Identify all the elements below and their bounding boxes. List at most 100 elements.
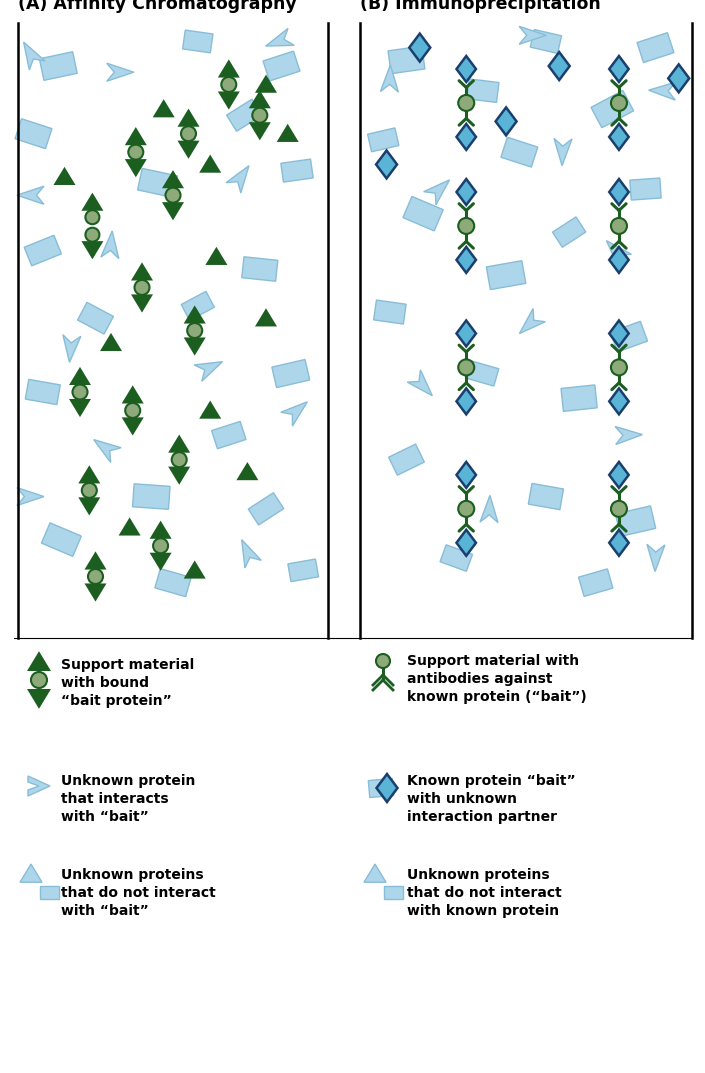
Polygon shape xyxy=(81,241,104,260)
Polygon shape xyxy=(579,569,613,597)
Polygon shape xyxy=(101,231,118,259)
Polygon shape xyxy=(162,202,184,220)
Text: Support material
with bound
“bait protein”: Support material with bound “bait protei… xyxy=(61,658,195,708)
Polygon shape xyxy=(609,123,629,150)
Circle shape xyxy=(135,280,149,295)
Polygon shape xyxy=(149,520,171,539)
Polygon shape xyxy=(457,56,476,82)
Polygon shape xyxy=(168,435,190,453)
Polygon shape xyxy=(39,885,59,898)
Polygon shape xyxy=(647,544,665,572)
Polygon shape xyxy=(649,83,676,100)
Polygon shape xyxy=(184,337,206,355)
Polygon shape xyxy=(384,885,403,898)
Circle shape xyxy=(31,672,47,688)
Circle shape xyxy=(85,210,99,224)
Polygon shape xyxy=(168,467,190,485)
Polygon shape xyxy=(81,192,104,210)
Polygon shape xyxy=(236,462,259,481)
Circle shape xyxy=(88,569,103,584)
Polygon shape xyxy=(200,400,221,418)
Circle shape xyxy=(611,94,627,111)
Polygon shape xyxy=(609,56,629,82)
Polygon shape xyxy=(276,123,299,142)
Polygon shape xyxy=(184,560,206,578)
Polygon shape xyxy=(212,422,246,449)
Polygon shape xyxy=(54,166,75,185)
Polygon shape xyxy=(528,484,563,510)
Polygon shape xyxy=(637,32,674,62)
Text: Unknown proteins
that do not interact
with known protein: Unknown proteins that do not interact wi… xyxy=(407,868,562,917)
Polygon shape xyxy=(85,552,106,570)
Circle shape xyxy=(128,145,143,160)
Circle shape xyxy=(611,501,627,517)
Polygon shape xyxy=(410,33,430,61)
Polygon shape xyxy=(122,385,144,403)
Circle shape xyxy=(458,218,474,234)
Polygon shape xyxy=(153,99,175,117)
Polygon shape xyxy=(178,108,200,127)
Polygon shape xyxy=(480,496,498,523)
Polygon shape xyxy=(78,498,100,515)
Polygon shape xyxy=(457,247,476,273)
Polygon shape xyxy=(609,388,629,414)
Polygon shape xyxy=(42,523,81,557)
Polygon shape xyxy=(367,128,399,151)
Polygon shape xyxy=(20,864,42,882)
Polygon shape xyxy=(457,461,476,488)
Polygon shape xyxy=(249,90,271,108)
Text: (B) Immunoprecipitation: (B) Immunoprecipitation xyxy=(360,0,601,13)
Polygon shape xyxy=(218,91,240,109)
Polygon shape xyxy=(368,779,393,797)
Polygon shape xyxy=(183,30,213,53)
Polygon shape xyxy=(281,159,313,182)
Polygon shape xyxy=(281,401,307,426)
Circle shape xyxy=(85,227,99,241)
Circle shape xyxy=(221,77,236,92)
Polygon shape xyxy=(520,309,546,334)
Polygon shape xyxy=(28,776,50,796)
Polygon shape xyxy=(69,399,91,417)
Polygon shape xyxy=(407,370,432,396)
Circle shape xyxy=(181,127,196,142)
Polygon shape xyxy=(272,359,309,387)
Polygon shape xyxy=(457,321,476,347)
Polygon shape xyxy=(27,651,51,671)
Text: (A) Affinity Chromatography: (A) Affinity Chromatography xyxy=(18,0,297,13)
Circle shape xyxy=(153,539,168,554)
Polygon shape xyxy=(457,179,476,205)
Polygon shape xyxy=(519,27,546,44)
Polygon shape xyxy=(457,123,476,150)
Polygon shape xyxy=(24,42,45,70)
Circle shape xyxy=(458,94,474,111)
Polygon shape xyxy=(606,240,632,266)
Polygon shape xyxy=(78,466,100,484)
Text: Unknown protein
that interacts
with “bait”: Unknown protein that interacts with “bai… xyxy=(61,774,195,824)
Polygon shape xyxy=(496,107,517,135)
Polygon shape xyxy=(388,46,425,74)
Polygon shape xyxy=(27,689,51,709)
Polygon shape xyxy=(255,308,277,326)
Polygon shape xyxy=(554,138,572,165)
Polygon shape xyxy=(630,178,661,200)
Polygon shape xyxy=(125,127,147,145)
Polygon shape xyxy=(249,122,271,141)
Polygon shape xyxy=(184,306,206,324)
Polygon shape xyxy=(131,294,153,312)
Polygon shape xyxy=(200,155,221,173)
Polygon shape xyxy=(78,303,114,334)
Polygon shape xyxy=(15,119,52,149)
Polygon shape xyxy=(242,540,262,568)
Circle shape xyxy=(188,323,202,338)
Polygon shape xyxy=(561,385,597,411)
Polygon shape xyxy=(137,168,178,197)
Circle shape xyxy=(376,655,390,668)
Polygon shape xyxy=(39,52,78,80)
Polygon shape xyxy=(122,417,144,436)
Polygon shape xyxy=(668,64,689,92)
Polygon shape xyxy=(131,263,153,280)
Circle shape xyxy=(82,483,97,498)
Polygon shape xyxy=(25,380,61,405)
Polygon shape xyxy=(242,256,278,281)
Circle shape xyxy=(73,384,87,399)
